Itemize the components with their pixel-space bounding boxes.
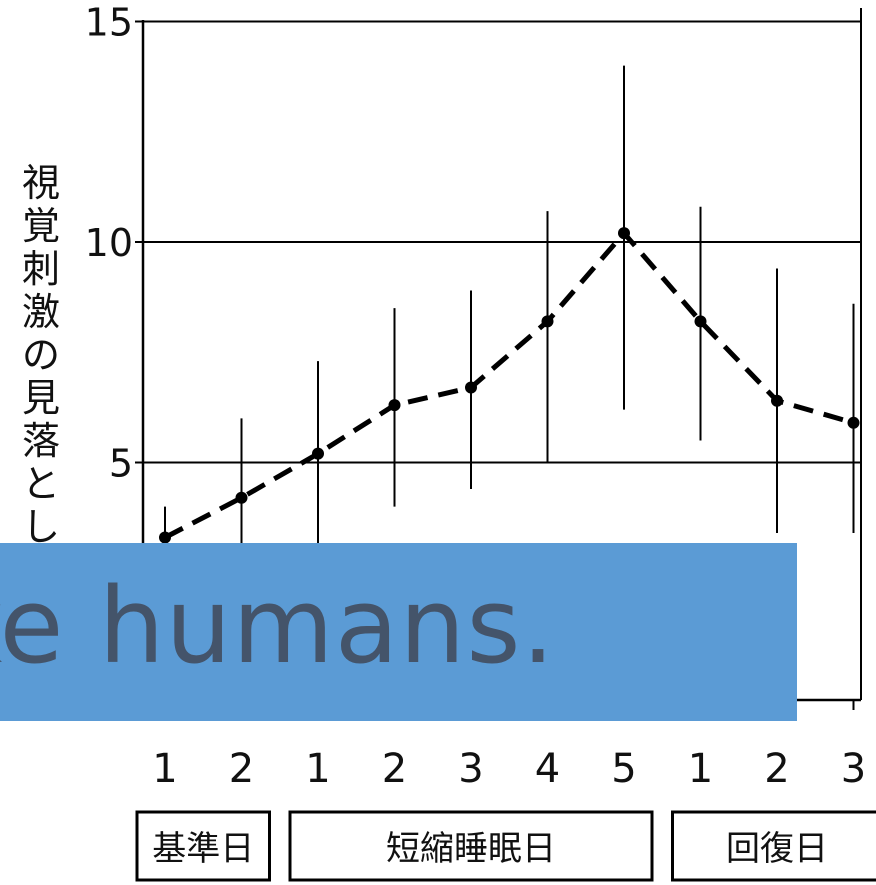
tick-labels: 5 10 15 1 2 1 2 3 4 5 1 2 3 bbox=[85, 1, 867, 793]
group-label: 短縮睡眠日 bbox=[386, 829, 556, 869]
data-point bbox=[618, 227, 630, 240]
y-axis-title-char: 覚 bbox=[21, 204, 60, 248]
x-tick-label: 3 bbox=[458, 746, 483, 792]
data-points bbox=[159, 227, 860, 544]
y-tick-label-15: 15 bbox=[85, 1, 133, 45]
caption-banner: ke humans. bbox=[0, 543, 797, 721]
y-tick-label-10: 10 bbox=[85, 221, 133, 265]
y-tick-label-5: 5 bbox=[109, 442, 133, 486]
y-axis-title: 視覚刺激の見落とし bbox=[18, 162, 64, 549]
x-tick-label: 1 bbox=[688, 746, 713, 792]
data-point bbox=[312, 447, 324, 460]
x-tick-label: 2 bbox=[382, 746, 407, 792]
y-axis-title-char: と bbox=[21, 462, 60, 506]
x-tick-label: 2 bbox=[764, 746, 789, 792]
y-axis-title-char: 見 bbox=[21, 376, 60, 420]
group-box-baseline bbox=[135, 810, 271, 882]
group-label: 基準日 bbox=[152, 829, 254, 869]
series-line-layer bbox=[163, 230, 855, 540]
data-point bbox=[771, 394, 783, 407]
data-point bbox=[159, 531, 171, 544]
grid-layer bbox=[143, 20, 861, 464]
x-tick-label: 1 bbox=[305, 746, 330, 792]
group-labels: 基準日 短縮睡眠日 回復日 bbox=[135, 810, 876, 882]
x-tick-label: 4 bbox=[535, 746, 560, 792]
y-axis-title-char: 激 bbox=[21, 290, 60, 334]
group-box-recovery bbox=[671, 810, 876, 882]
y-axis-title-char: し bbox=[21, 505, 60, 549]
y-axis-title-char: 刺 bbox=[21, 247, 60, 291]
y-axis-title-char: 視 bbox=[21, 161, 60, 205]
y-axis-title-char: の bbox=[21, 333, 60, 377]
data-point bbox=[388, 399, 401, 412]
x-tick-label: 2 bbox=[229, 746, 254, 792]
caption-text: ke humans. bbox=[0, 565, 556, 687]
group-label: 回復日 bbox=[726, 829, 828, 869]
group-box-short-sleep bbox=[288, 810, 654, 882]
x-tick-label: 5 bbox=[611, 746, 636, 792]
x-tick-label: 3 bbox=[841, 746, 866, 792]
data-point bbox=[541, 315, 554, 328]
data-point bbox=[235, 491, 248, 504]
x-tick-label: 1 bbox=[152, 746, 177, 792]
data-point bbox=[694, 315, 707, 328]
data-point bbox=[847, 416, 860, 429]
y-axis-title-char: 落 bbox=[21, 419, 60, 463]
data-point bbox=[465, 381, 477, 394]
series-line bbox=[163, 230, 855, 540]
